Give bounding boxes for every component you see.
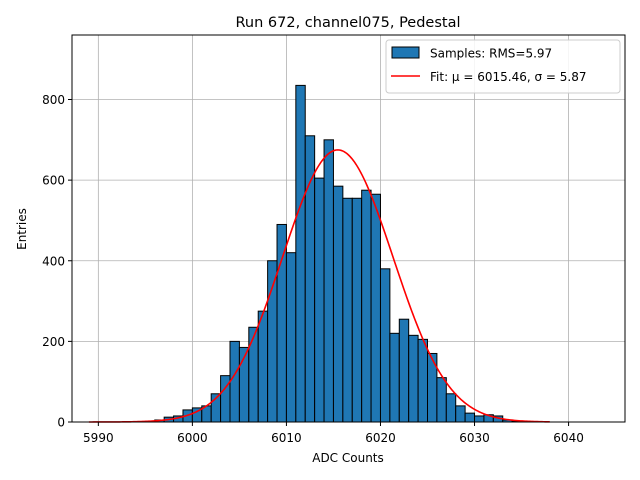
x-tick-label: 6030: [459, 431, 490, 445]
y-tick-label: 800: [42, 93, 65, 107]
y-axis-ticks: 0 200 400 600 800: [42, 93, 72, 430]
histogram-bar: [229, 340, 240, 423]
histogram-bar: [361, 189, 372, 423]
histogram-bar: [342, 197, 353, 423]
histogram-bar: [351, 197, 363, 423]
x-tick-label: 6020: [365, 431, 396, 445]
legend-box: [385, 39, 621, 94]
chart-title: Run 672, channel075, Pedestal: [235, 15, 460, 31]
histogram-bar: [474, 415, 485, 423]
x-axis-label: ADC Counts: [312, 451, 384, 465]
histogram-bar: [455, 405, 466, 423]
histogram-bar: [295, 84, 306, 423]
legend: Samples: RMS=5.97 Fit: μ = 6015.46, σ = …: [385, 39, 621, 94]
y-tick-label: 200: [42, 335, 65, 349]
histogram-bar: [323, 139, 334, 423]
histogram-bars: [154, 84, 523, 423]
legend-label-fit: Fit: μ = 6015.46, σ = 5.87: [430, 70, 587, 84]
histogram-bar: [332, 185, 344, 423]
histogram-bar: [304, 135, 316, 423]
y-axis-label: Entries: [15, 208, 29, 250]
histogram-bar: [464, 412, 476, 423]
plot-frame: [71, 34, 626, 423]
histogram-bar: [257, 310, 269, 423]
x-tick-label: 6010: [271, 431, 302, 445]
x-tick-label: 5990: [83, 431, 114, 445]
histogram-bar: [248, 326, 259, 423]
legend-swatch-histogram: [391, 46, 420, 59]
histogram-bar: [389, 332, 400, 423]
histogram-bar: [370, 193, 381, 423]
histogram-bar: [276, 223, 287, 423]
histogram-bar: [417, 338, 429, 423]
x-axis-ticks: 5990 6000 6010 6020 6030 6040: [83, 422, 584, 445]
histogram-bar: [408, 334, 419, 423]
y-tick-label: 600: [42, 174, 65, 188]
histogram-bar: [398, 318, 410, 423]
histogram-bar: [445, 393, 457, 423]
y-tick-label: 400: [42, 254, 65, 268]
y-tick-label: 0: [57, 416, 65, 430]
x-tick-label: 6040: [553, 431, 584, 445]
legend-label-histogram: Samples: RMS=5.97: [430, 47, 552, 61]
histogram-bar: [314, 177, 325, 423]
histogram-bar: [436, 377, 447, 423]
histogram-bar: [379, 268, 391, 423]
gaussian-fit-line: [88, 149, 550, 423]
histogram-bar: [285, 252, 297, 423]
x-tick-label: 6000: [177, 431, 208, 445]
